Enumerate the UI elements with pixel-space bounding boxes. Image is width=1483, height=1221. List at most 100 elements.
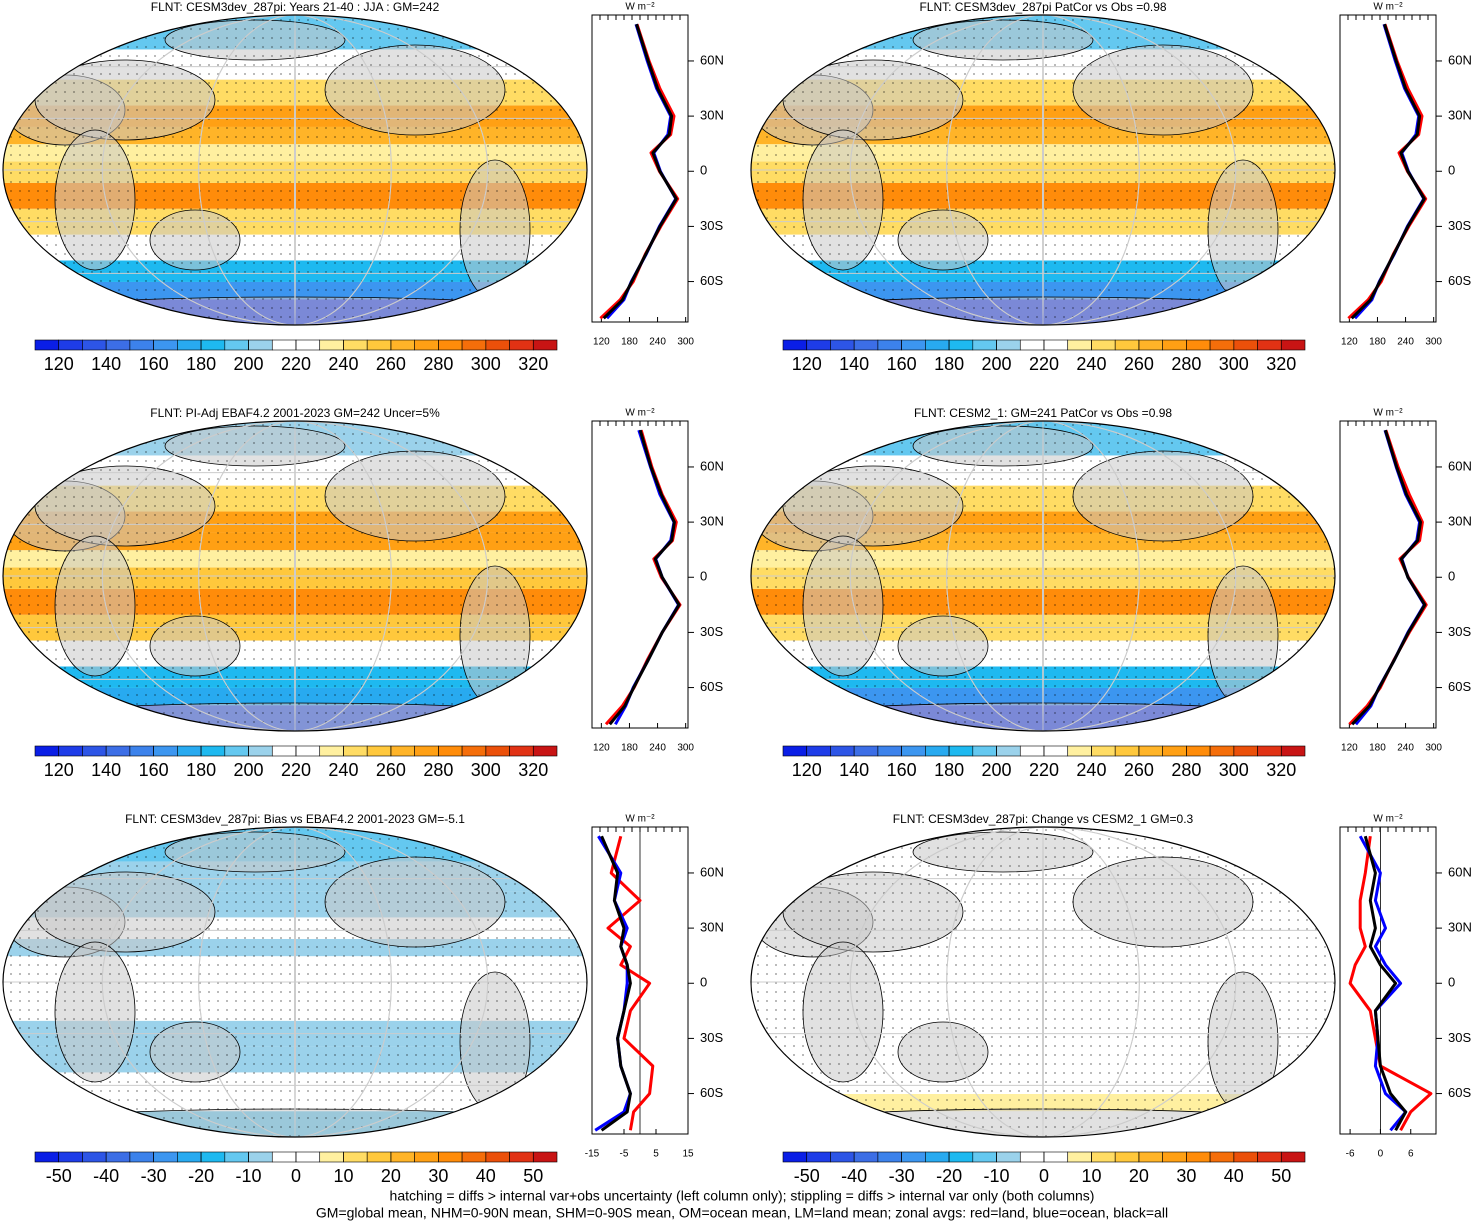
y-tick-label: 60S (700, 679, 723, 694)
y-tick-label: 30S (1448, 1030, 1471, 1045)
map (3, 421, 587, 731)
colorbar-label: 50 (523, 1166, 543, 1186)
colorbar-label: 200 (982, 760, 1012, 780)
colorbar-label: 120 (792, 354, 822, 374)
zonal-line (594, 835, 632, 1132)
panel-title: FLNT: CESM3dev_287pi: Change vs CESM2_1 … (893, 812, 1194, 826)
colorbar-label: 20 (1129, 1166, 1149, 1186)
colorbar-box (177, 339, 202, 351)
map-grid (198, 827, 392, 1137)
colorbar-box (1209, 339, 1235, 351)
colorbar-box (34, 745, 60, 757)
colorbar-box (1233, 339, 1258, 351)
colorbar-box (271, 339, 297, 351)
colorbar-box (1257, 339, 1282, 351)
colorbar-label: 140 (91, 760, 121, 780)
colorbar-label: 300 (471, 760, 501, 780)
colorbar-label: 220 (1029, 354, 1059, 374)
colorbar-label: -20 (188, 1166, 214, 1186)
colorbar-box (806, 339, 831, 351)
colorbar-label: 220 (281, 354, 311, 374)
zonal-line (1351, 429, 1427, 726)
zonal-line (599, 23, 680, 320)
colorbar-box (153, 745, 178, 757)
y-tick-label: 30N (1448, 514, 1472, 529)
y-tick-label: 0 (1448, 163, 1455, 178)
colorbar-box (1186, 1151, 1211, 1163)
colorbar-box (295, 745, 321, 757)
colorbar-box (901, 339, 926, 351)
colorbar-box (1257, 1151, 1282, 1163)
colorbar-box (224, 745, 249, 757)
colorbar-box (877, 339, 902, 351)
x-tick-label: 240 (649, 337, 666, 348)
colorbar-box (390, 339, 415, 351)
colorbar-label: 200 (982, 354, 1012, 374)
colorbar-label: 40 (476, 1166, 496, 1186)
colorbar-label: 280 (1171, 760, 1201, 780)
unit-label: W m⁻² (625, 2, 655, 13)
colorbar-box (925, 339, 950, 351)
colorbar-box (366, 1151, 392, 1163)
colorbar-box (58, 1151, 83, 1163)
colorbar-box (948, 1151, 974, 1163)
colorbar-box (343, 339, 368, 351)
colorbar-box (248, 1151, 273, 1163)
zonal-line (604, 429, 682, 726)
colorbar-label: 280 (423, 760, 453, 780)
colorbar-label: 120 (44, 354, 74, 374)
colorbar-box (343, 1151, 368, 1163)
colorbar-label: 180 (186, 354, 216, 374)
colorbar-label: 300 (471, 354, 501, 374)
colorbar-label: 280 (1171, 354, 1201, 374)
colorbar-box (996, 1151, 1021, 1163)
colorbar-box (366, 339, 392, 351)
colorbar-label: -50 (46, 1166, 72, 1186)
colorbar-label: 50 (1271, 1166, 1291, 1186)
colorbar-label: 180 (934, 760, 964, 780)
colorbar-box (82, 1151, 107, 1163)
colorbar-label: 30 (428, 1166, 448, 1186)
map-grid (294, 15, 296, 325)
colorbar-label: 180 (934, 354, 964, 374)
colorbar-box (271, 745, 297, 757)
colorbar-box (295, 1151, 321, 1163)
x-tick-label: 120 (593, 337, 610, 348)
x-tick-label: 180 (1369, 743, 1386, 754)
colorbar-box (224, 1151, 249, 1163)
map-grid (101, 421, 489, 731)
colorbar-label: 200 (234, 760, 264, 780)
colorbar-box (105, 1151, 131, 1163)
colorbar-box (925, 1151, 950, 1163)
map-grid (946, 827, 1140, 1137)
colorbar-box (830, 339, 855, 351)
colorbar-box (224, 339, 249, 351)
zonal-line (606, 835, 655, 1131)
zonal-line (608, 429, 681, 726)
colorbar-box (414, 745, 439, 757)
colorbar-box (319, 745, 344, 757)
colorbar-box (782, 339, 808, 351)
colorbar-box (58, 745, 83, 757)
colorbar-box (532, 339, 558, 351)
zonal-line (602, 23, 678, 320)
colorbar-box (782, 745, 808, 757)
colorbar-box (153, 339, 178, 351)
colorbar-box (1186, 745, 1211, 757)
colorbar-box (1233, 745, 1258, 757)
map-grid (946, 15, 1140, 325)
colorbar-box (200, 339, 226, 351)
colorbar-box (1257, 745, 1282, 757)
colorbar-box (1091, 745, 1116, 757)
colorbar-box (390, 1151, 415, 1163)
y-tick-label: 60S (1448, 1085, 1471, 1100)
colorbar-box (853, 745, 879, 757)
colorbar-box (390, 745, 415, 757)
map-grid (1042, 827, 1044, 1137)
zonal-frame (591, 14, 689, 323)
y-tick-label: 30N (700, 920, 724, 935)
zonal-line (600, 835, 632, 1132)
map-grid (294, 827, 296, 1137)
map-grid (101, 15, 489, 325)
